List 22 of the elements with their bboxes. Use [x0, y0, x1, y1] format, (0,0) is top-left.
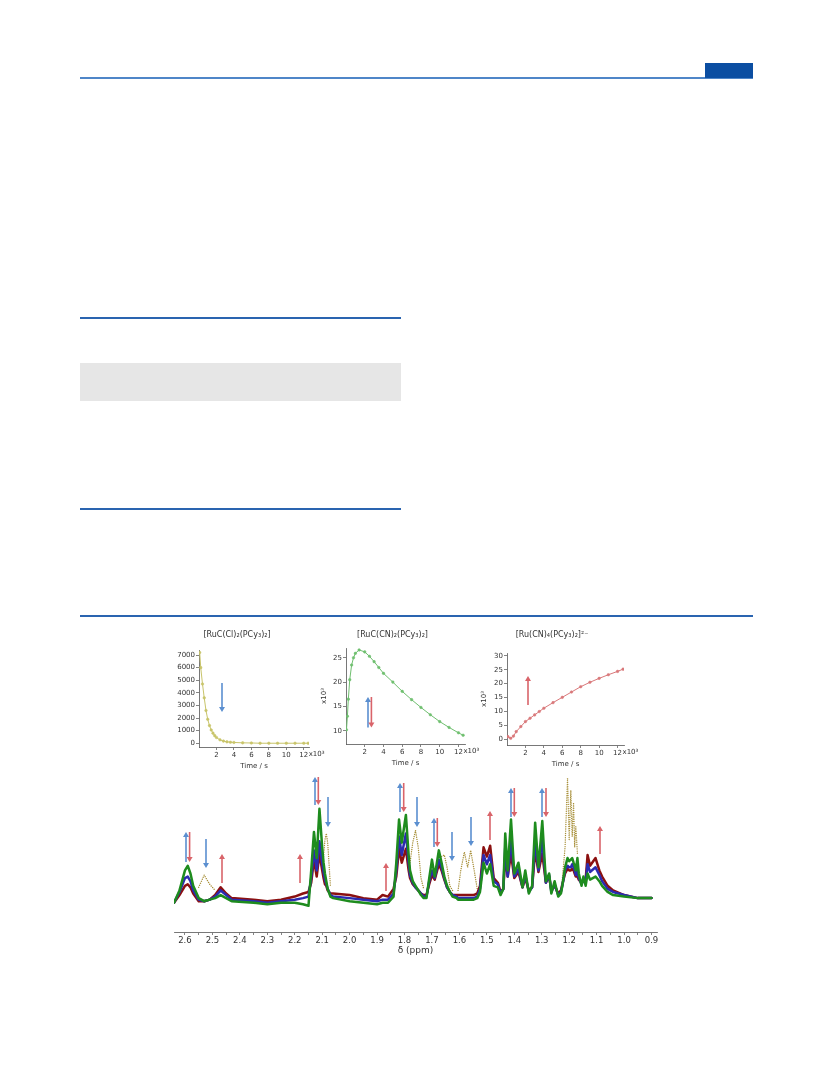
x-tick-label: 2.1 — [315, 935, 329, 946]
x-tick-label: 2.0 — [342, 935, 357, 946]
x-tick-label: 1.2 — [562, 935, 576, 946]
x-tick-label: 0.9 — [644, 935, 659, 946]
x-tick-label: 1.4 — [507, 935, 522, 946]
x-tick-label: 1.7 — [425, 935, 439, 946]
x-tick-label: 2.3 — [260, 935, 275, 946]
chart-title: [RuC(Cl)₂(PCy₃)₂] — [203, 629, 271, 639]
x-tick-label: 1.1 — [589, 935, 604, 946]
x-tick-label: 2.2 — [287, 935, 302, 946]
x-tick-label: 1.9 — [370, 935, 384, 946]
x-tick-label: 2.6 — [178, 935, 192, 946]
x-tick-label: 1.5 — [480, 935, 494, 946]
x-tick-label: 1.8 — [397, 935, 412, 946]
x-axis-title: δ (ppm) — [397, 944, 434, 955]
x-tick-label: 1.3 — [534, 935, 549, 946]
x-tick-label: 2.4 — [233, 935, 247, 946]
x-tick-label: 1.6 — [452, 935, 467, 946]
chart-title: [Ru(CN)₄(PCy₃)₂]²⁻ — [515, 629, 589, 639]
chart-title: [RuC(CN)₂(PCy₃)₂] — [357, 629, 428, 639]
x-tick-label: 1.0 — [617, 935, 631, 946]
x-tick-label: 2.5 — [205, 935, 220, 946]
